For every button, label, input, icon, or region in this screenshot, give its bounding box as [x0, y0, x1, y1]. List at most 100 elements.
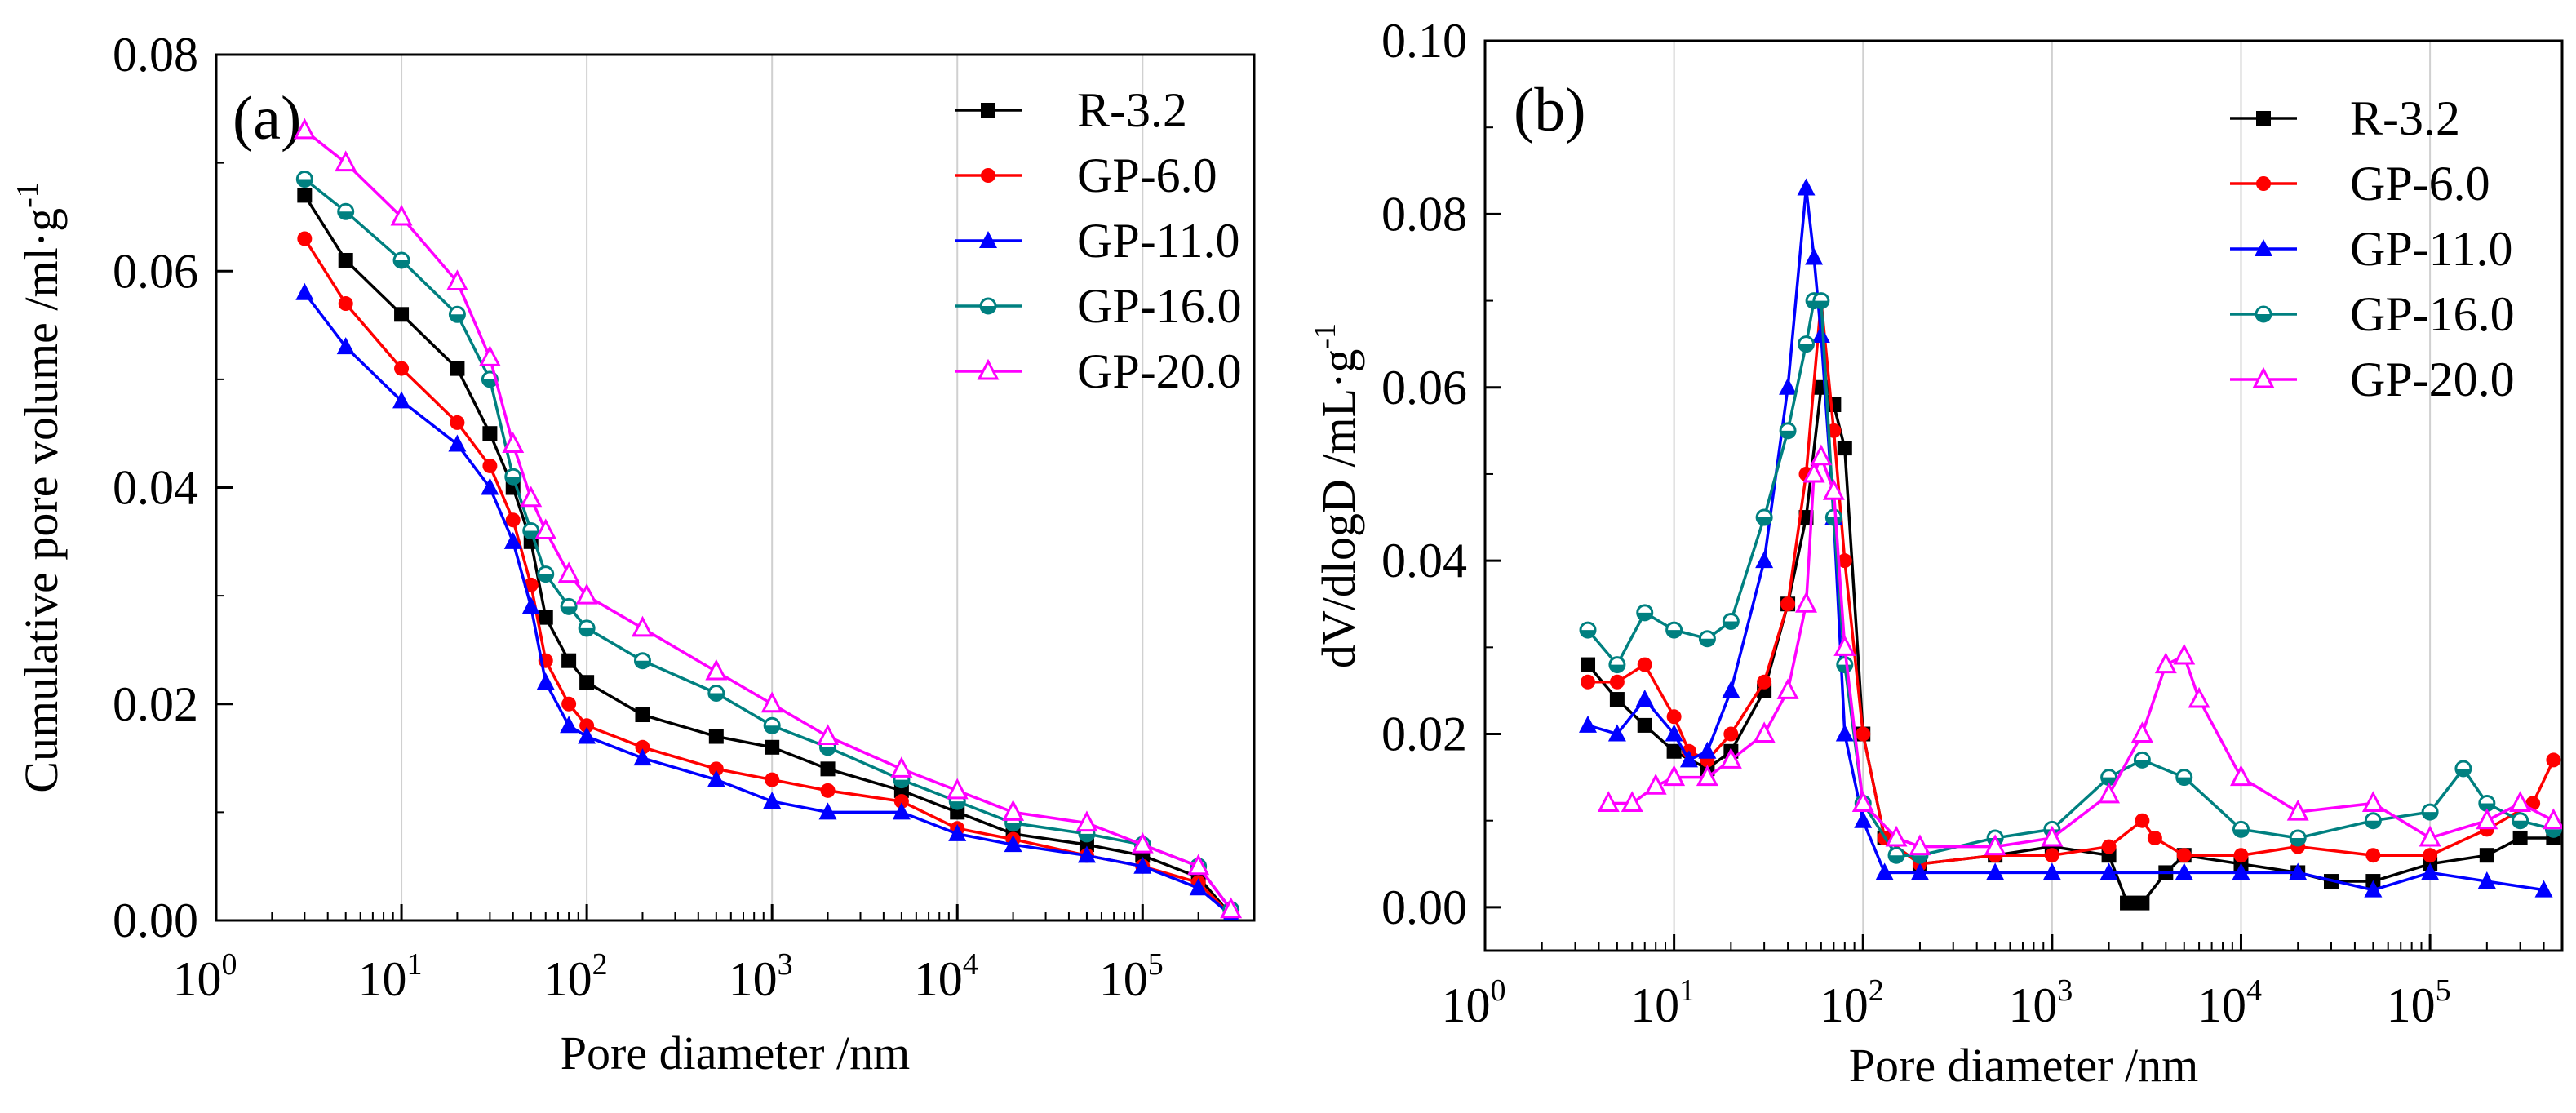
x-tick-label-b-1: 101	[1630, 973, 1695, 1032]
data-point-a-3-11	[707, 684, 725, 702]
data-point-b-2-1	[1607, 724, 1626, 742]
data-point-b-1-8	[1780, 596, 1796, 612]
x-tick-label-b-3: 103	[2008, 973, 2073, 1032]
data-point-b-4-4	[1696, 765, 1718, 787]
data-point-a-1-4	[482, 458, 498, 473]
data-point-b-0-3	[1666, 743, 1682, 759]
data-point-b-2-13	[1835, 724, 1854, 742]
data-point-a-3-6	[522, 522, 540, 540]
series-b-0	[1581, 379, 2561, 911]
data-point-a-4-10	[631, 615, 654, 637]
legend-marker-b-1	[2256, 176, 2271, 191]
data-point-a-1-1	[338, 296, 353, 312]
data-point-b-3-6	[1755, 508, 1773, 526]
data-point-b-1-13	[1856, 726, 1871, 742]
data-point-a-2-18	[1133, 856, 1152, 874]
data-point-b-3-1	[1608, 656, 1626, 674]
data-point-b-3-3	[1665, 621, 1683, 639]
data-point-a-1-3	[450, 415, 465, 430]
data-point-a-4-5	[502, 432, 525, 453]
series-b-2	[1579, 178, 2553, 898]
legend-label-b-2: GP-11.0	[2350, 222, 2512, 276]
legend-label-b-3: GP-16.0	[2350, 287, 2515, 341]
data-point-b-4-9	[1802, 461, 1825, 483]
data-point-b-4-24	[2286, 799, 2309, 821]
data-point-b-2-25	[2477, 871, 2496, 889]
data-point-b-4-8	[1795, 592, 1817, 613]
data-point-b-4-6	[1753, 721, 1776, 743]
y-tick-label-b-1: 0.02	[1381, 707, 1467, 761]
data-point-b-0-18	[2120, 895, 2135, 911]
data-point-b-4-20	[2154, 652, 2177, 674]
data-point-a-2-10	[633, 748, 652, 766]
data-point-b-3-25	[2454, 760, 2472, 778]
y-tick-label-a-1: 0.02	[113, 677, 198, 731]
legend-marker-b-4	[2252, 366, 2275, 388]
data-point-b-0-0	[1581, 657, 1596, 672]
legend-label-a-2: GP-11.0	[1077, 214, 1239, 268]
data-point-b-3-18	[2100, 769, 2118, 787]
data-point-a-0-0	[297, 188, 313, 203]
data-point-b-1-17	[2044, 848, 2059, 863]
data-point-b-3-19	[2133, 751, 2151, 769]
data-point-a-4-2	[390, 204, 413, 226]
data-point-a-0-12	[765, 739, 780, 755]
data-point-b-3-10	[1812, 292, 1830, 310]
data-point-a-0-9	[579, 675, 595, 690]
data-point-b-1-25	[2423, 848, 2438, 863]
data-point-b-2-20	[2175, 862, 2193, 880]
legend-marker-a-1	[981, 168, 995, 183]
legend-marker-b-3	[2255, 305, 2272, 323]
data-point-b-4-25	[2361, 791, 2384, 812]
data-point-b-1-3	[1666, 709, 1682, 725]
y-tick-label-b-0: 0.00	[1381, 880, 1467, 934]
data-point-b-4-7	[1776, 678, 1799, 699]
legend-marker-a-2	[979, 231, 997, 248]
data-point-b-0-28	[2512, 830, 2528, 845]
data-point-b-2-8	[1779, 377, 1798, 395]
data-point-a-2-7	[536, 672, 555, 690]
data-point-a-4-19	[1187, 854, 1210, 876]
data-point-b-1-0	[1581, 674, 1596, 690]
legend-label-b-4: GP-20.0	[2350, 353, 2515, 406]
y-tick-label-a-2: 0.04	[113, 461, 198, 515]
data-point-b-2-26	[2534, 880, 2553, 898]
data-point-b-2-22	[2289, 862, 2308, 880]
x-tick-label-b-4: 104	[2197, 973, 2262, 1032]
data-point-b-2-24	[2421, 862, 2440, 880]
data-point-a-4-3	[446, 269, 468, 291]
data-point-a-3-7	[537, 565, 555, 583]
data-point-a-2-8	[560, 716, 579, 734]
data-point-a-3-10	[633, 652, 651, 670]
data-point-b-4-26	[2419, 825, 2441, 847]
data-point-b-3-4	[1698, 630, 1716, 648]
data-point-a-3-12	[763, 716, 781, 734]
data-point-b-2-10	[1805, 247, 1824, 265]
data-point-a-0-4	[482, 426, 498, 441]
data-point-b-3-24	[2421, 803, 2439, 821]
x-tick-label-b-2: 102	[1820, 973, 1884, 1032]
legend-label-b-1: GP-6.0	[2350, 157, 2490, 211]
data-point-a-2-3	[448, 434, 467, 452]
data-point-a-0-2	[394, 307, 410, 322]
data-point-b-3-11	[1824, 508, 1842, 526]
data-point-b-1-12	[1837, 553, 1852, 569]
data-point-b-2-5	[1698, 741, 1717, 759]
data-point-b-4-28	[2509, 791, 2532, 812]
legend-marker-b-0	[2256, 111, 2271, 126]
data-point-b-4-2	[1644, 774, 1667, 795]
data-point-b-4-13	[1851, 791, 1874, 812]
data-point-b-4-0	[1597, 791, 1620, 812]
data-point-b-4-29	[2542, 808, 2562, 830]
chart-panel-b: 100 101 102 103 104 105 0.00 0.02 0.04 0.06 0.08 0.…	[1308, 14, 2564, 1092]
data-point-b-0-2	[1637, 717, 1652, 733]
data-point-b-3-26	[2478, 794, 2496, 812]
data-point-b-1-1	[1609, 674, 1625, 690]
legend-marker-a-4	[977, 358, 1000, 380]
data-point-b-4-21	[2173, 643, 2196, 665]
data-point-a-2-15	[948, 823, 967, 841]
chart-panel-a: 100 101 102 103 104 105 0.00 0.02 0.04 0.06 0.08 Po…	[11, 28, 1256, 1080]
data-point-a-2-16	[1004, 835, 1022, 853]
data-point-a-4-16	[1002, 800, 1025, 821]
